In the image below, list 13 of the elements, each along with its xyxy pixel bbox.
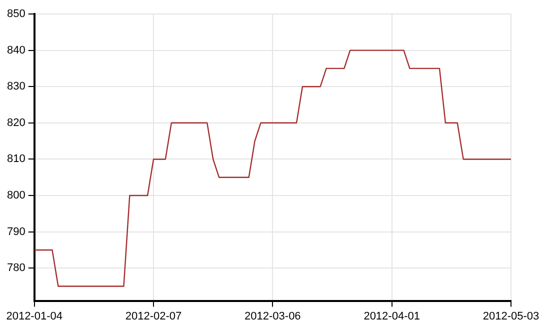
x-tick-label: 2012-01-04 <box>6 310 62 322</box>
y-tick-label: 810 <box>6 153 26 166</box>
x-tick-label: 2012-04-01 <box>364 310 420 322</box>
y-tick-label: 850 <box>6 8 26 20</box>
y-tick-label: 830 <box>6 80 26 93</box>
x-tick-label: 2012-05-03 <box>482 310 540 322</box>
y-tick-label: 820 <box>6 116 26 129</box>
y-tick-label: 800 <box>6 190 26 202</box>
y-tick-label: 780 <box>6 262 26 274</box>
x-tick-label: 2012-03-06 <box>244 310 301 322</box>
y-tick-label: 790 <box>6 226 26 238</box>
x-tick-label: 2012-02-07 <box>125 310 182 322</box>
y-tick-label: 840 <box>6 44 26 56</box>
